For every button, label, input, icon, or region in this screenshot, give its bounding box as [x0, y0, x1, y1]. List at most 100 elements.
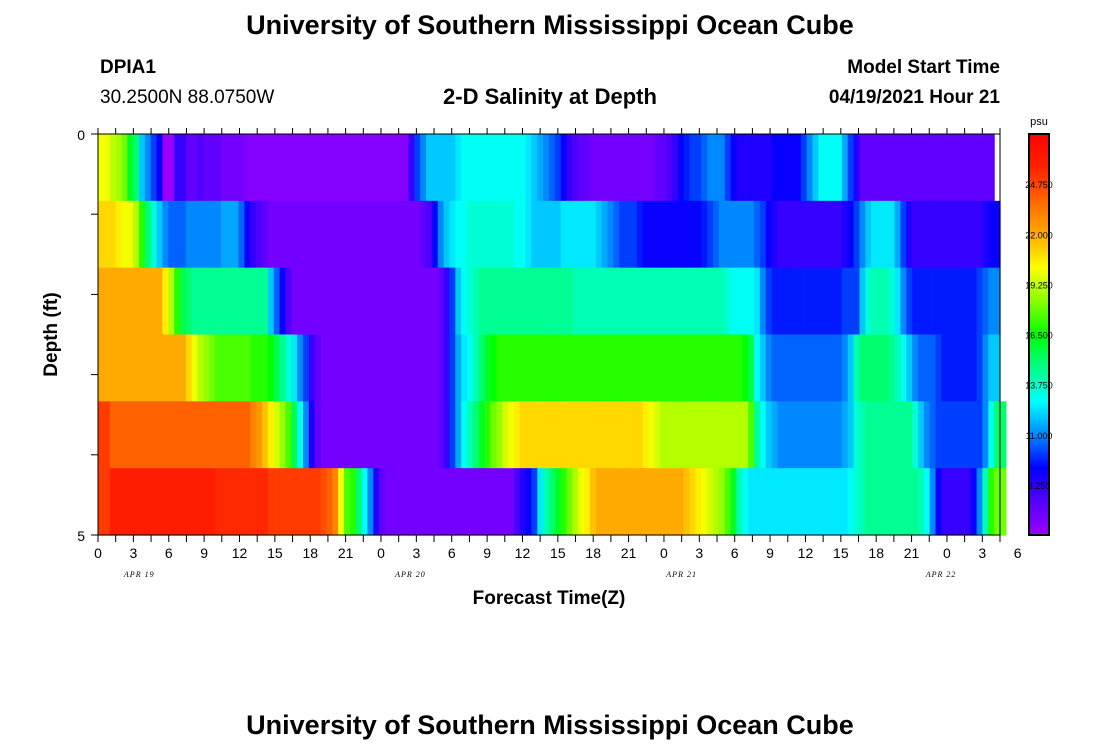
heatmap-cell	[103, 468, 111, 536]
heatmap-cell	[970, 401, 978, 469]
heatmap-cell	[508, 334, 515, 402]
heatmap-cell	[537, 134, 544, 202]
heatmap-cell	[654, 134, 661, 202]
heatmap-cell	[273, 334, 281, 402]
heatmap-cell	[923, 468, 931, 536]
heatmap-cell	[677, 401, 685, 469]
heatmap-cell	[947, 334, 954, 402]
colorbar	[1028, 133, 1050, 536]
heatmap-cell	[672, 401, 679, 469]
heatmap-cell	[484, 200, 492, 269]
heatmap-cell	[226, 267, 234, 336]
heatmap-cell	[847, 401, 855, 469]
heatmap-cell	[806, 200, 814, 269]
heatmap-cell	[654, 468, 661, 536]
heatmap-cell	[689, 334, 697, 402]
heatmap-cell	[455, 200, 462, 269]
heatmap-cell	[795, 134, 802, 202]
heatmap-cell	[431, 134, 439, 202]
heatmap-cell	[882, 267, 890, 336]
heatmap-cell	[349, 200, 357, 269]
heatmap-cell	[197, 200, 205, 269]
x-tick-label: 12	[798, 545, 814, 561]
heatmap-cell	[765, 334, 773, 402]
heatmap-cell	[174, 200, 181, 269]
heatmap-cell	[168, 334, 175, 402]
heatmap-cell	[894, 200, 902, 269]
heatmap-cell	[941, 267, 948, 336]
heatmap-cell	[150, 200, 158, 269]
heatmap-cell	[267, 401, 275, 469]
heatmap-cell	[677, 134, 685, 202]
heatmap-cell	[221, 200, 228, 269]
heatmap-cell	[232, 334, 240, 402]
heatmap-cell	[935, 267, 943, 336]
heatmap-cell	[964, 334, 972, 402]
heatmap-cells	[98, 134, 1007, 536]
heatmap-cell	[818, 200, 825, 269]
heatmap-cell	[841, 334, 849, 402]
y-tick-label: 5	[77, 528, 85, 544]
heatmap-cell	[185, 468, 193, 536]
heatmap-cell	[285, 134, 292, 202]
heatmap-cell	[947, 134, 954, 202]
heatmap-cell	[900, 334, 907, 402]
heatmap-cell	[736, 134, 743, 202]
heatmap-cell	[431, 334, 439, 402]
heatmap-cell	[689, 468, 697, 536]
heatmap-cell	[396, 134, 404, 202]
heatmap-cell	[754, 200, 761, 269]
heatmap-cell	[841, 200, 849, 269]
heatmap-cell	[455, 267, 462, 336]
heatmap-cell	[168, 134, 175, 202]
heatmap-cell	[502, 267, 509, 336]
heatmap-cell	[578, 468, 585, 536]
heatmap-cell	[174, 134, 181, 202]
heatmap-cell	[666, 134, 673, 202]
heatmap-cell	[461, 267, 468, 336]
heatmap-cell	[982, 334, 989, 402]
heatmap-cell	[1000, 468, 1007, 536]
heatmap-cell	[549, 267, 556, 336]
heatmap-cell	[490, 401, 497, 469]
heatmap-cell	[549, 134, 556, 202]
heatmap-cell	[771, 401, 779, 469]
heatmap-cell	[174, 267, 181, 336]
heatmap-cell	[133, 401, 140, 469]
heatmap-cell	[531, 401, 538, 469]
heatmap-cell	[361, 267, 369, 336]
heatmap-cell	[226, 468, 234, 536]
heatmap-cell	[771, 468, 779, 536]
heatmap-cell	[578, 134, 585, 202]
heatmap-cell	[724, 134, 732, 202]
heatmap-cell	[308, 334, 316, 402]
heatmap-cell	[221, 334, 228, 402]
heatmap-cell	[513, 134, 521, 202]
heatmap-cell	[308, 200, 316, 269]
heatmap-cell	[988, 401, 995, 469]
heatmap-cell	[941, 468, 948, 536]
heatmap-cell	[349, 134, 357, 202]
heatmap-cell	[103, 267, 111, 336]
heatmap-cell	[718, 267, 726, 336]
heatmap-cell	[326, 468, 333, 536]
heatmap-cell	[777, 200, 784, 269]
heatmap-cell	[982, 267, 989, 336]
heatmap-cell	[478, 401, 486, 469]
heatmap-cell	[396, 200, 404, 269]
heatmap-cell	[303, 267, 310, 336]
heatmap-cell	[191, 267, 199, 336]
heatmap-cell	[361, 334, 369, 402]
heatmap-cell	[707, 134, 714, 202]
heatmap-cell	[467, 401, 474, 469]
heatmap-cell	[443, 334, 451, 402]
heatmap-cell	[519, 468, 527, 536]
heatmap-cell	[508, 200, 515, 269]
x-tick-label: 6	[448, 545, 456, 561]
heatmap-cell	[197, 468, 205, 536]
heatmap-cell	[730, 267, 738, 336]
colorbar-tick-label: 19.250	[1025, 280, 1053, 290]
heatmap-cell	[648, 267, 656, 336]
heatmap-cell	[882, 200, 890, 269]
heatmap-cell	[976, 134, 984, 202]
